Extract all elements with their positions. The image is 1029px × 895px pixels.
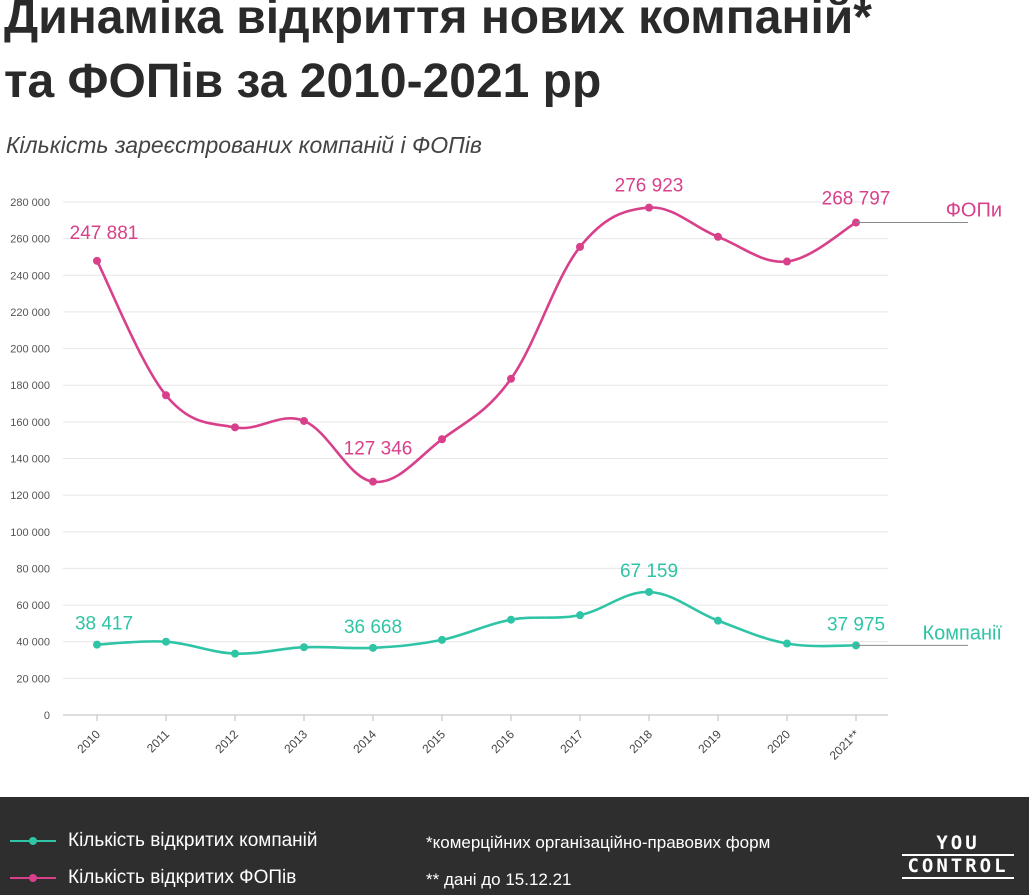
x-tick-label: 2011 — [144, 727, 172, 755]
x-tick-label: 2020 — [764, 727, 793, 756]
y-tick-label: 60 000 — [16, 600, 50, 612]
x-tick-label: 2010 — [74, 727, 103, 756]
series-line-fop — [95, 206, 857, 484]
data-point-fop — [645, 203, 653, 212]
y-tick-label: 140 000 — [10, 454, 50, 466]
data-label-companies: 67 159 — [620, 561, 678, 582]
y-tick-label: 240 000 — [10, 270, 50, 282]
data-point-companies — [645, 587, 653, 596]
data-point-companies — [162, 637, 170, 646]
logo-text-bottom: CONTROL — [907, 855, 1009, 877]
data-label-companies: 36 668 — [344, 617, 402, 638]
y-tick-label: 100 000 — [10, 527, 50, 539]
data-point-fop — [93, 256, 101, 265]
footnote-2: ** дані до 15.12.21 — [426, 870, 572, 889]
title-line-1: Динаміка відкриття нових компаній* — [4, 0, 872, 44]
y-tick-label: 260 000 — [10, 234, 50, 246]
y-tick-label: 80 000 — [16, 563, 50, 575]
x-tick-label: 2018 — [626, 727, 655, 756]
x-tick-label: 2016 — [488, 727, 517, 756]
chart-subtitle: Кількість зареєстрованих компаній і ФОПі… — [6, 132, 482, 158]
y-tick-label: 0 — [44, 710, 50, 722]
title-line-2: та ФОПів за 2010-2021 рр — [4, 55, 602, 108]
legend-label-fop: Кількість відкритих ФОПів — [68, 867, 297, 888]
data-point-companies — [714, 616, 722, 625]
data-point-companies — [576, 611, 584, 620]
data-point-companies — [300, 643, 308, 652]
footnote-1: *комерційних організаційно-правових форм — [426, 833, 771, 852]
line-chart: 0 20 000 40 000 60 000 80 000 100 000 120 000 1… — [10, 176, 1002, 763]
data-label-fop: 127 346 — [344, 439, 413, 460]
page-title: Динаміка відкриття нових компаній* та ФО… — [4, 0, 872, 114]
y-tick-label: 20 000 — [16, 673, 50, 685]
y-tick-label: 220 000 — [10, 307, 50, 319]
data-point-companies — [438, 635, 446, 644]
data-point-fop — [714, 232, 722, 241]
legend-item-companies: Кількість відкритих компаній — [10, 830, 318, 852]
data-point-companies — [507, 615, 515, 624]
data-label-fop: 268 797 — [822, 189, 891, 210]
legend-item-fop: Кількість відкритих ФОПів — [10, 867, 296, 889]
data-point-companies — [369, 643, 377, 652]
x-tick-label: 2021** — [827, 727, 863, 763]
series-line-companies — [96, 590, 857, 655]
x-tick-label: 2013 — [281, 727, 310, 756]
data-point-fop — [162, 391, 170, 400]
y-tick-label: 180 000 — [10, 380, 50, 392]
data-label-fop: 247 881 — [70, 223, 139, 244]
legend-label-companies: Кількість відкритих компаній — [68, 830, 318, 851]
x-tick-label: 2015 — [419, 727, 448, 756]
series-name-companies: Компанії — [922, 622, 1002, 644]
data-point-companies — [783, 639, 791, 648]
y-tick-label: 40 000 — [16, 637, 50, 649]
logo-text-top: YOU — [936, 832, 980, 854]
data-point-companies — [231, 649, 239, 658]
x-tick-label: 2012 — [212, 727, 241, 756]
data-point-fop — [438, 435, 446, 444]
x-tick-label: 2019 — [695, 727, 724, 756]
y-tick-label: 160 000 — [10, 417, 50, 429]
series-name-fop: ФОПи — [946, 200, 1002, 222]
x-tick-label: 2014 — [350, 727, 379, 756]
data-label-companies: 37 975 — [827, 614, 885, 635]
data-point-fop — [783, 257, 791, 266]
data-point-fop — [576, 242, 584, 251]
y-tick-label: 280 000 — [10, 197, 50, 209]
y-tick-label: 200 000 — [10, 344, 50, 356]
data-point-fop — [300, 416, 308, 425]
footer: Кількість відкритих компаній Кількість в… — [0, 797, 1029, 895]
data-point-fop — [369, 477, 377, 486]
data-point-companies — [93, 640, 101, 649]
x-tick-label: 2017 — [557, 727, 586, 756]
y-tick-label: 120 000 — [10, 490, 50, 502]
data-point-fop — [507, 374, 515, 383]
data-point-fop — [231, 423, 239, 432]
legend-swatch-fop — [10, 871, 56, 885]
data-label-fop: 276 923 — [615, 176, 684, 197]
youcontrol-logo: YOU CONTROL — [898, 833, 1018, 879]
legend-swatch-companies — [10, 834, 56, 848]
data-label-companies: 38 417 — [75, 614, 133, 635]
